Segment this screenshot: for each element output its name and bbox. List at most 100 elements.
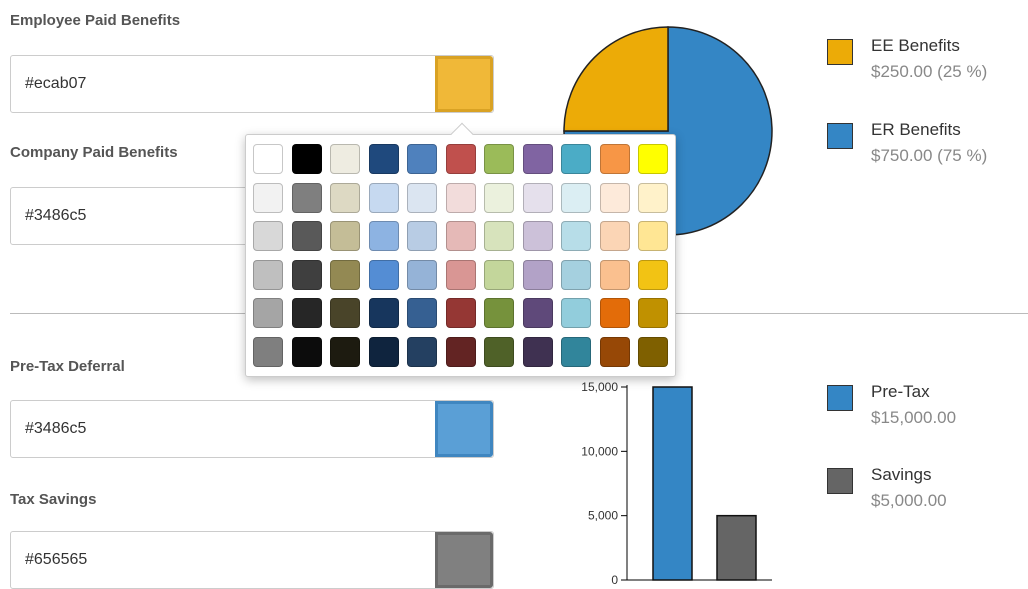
palette-swatch-3f3f3f[interactable]: [292, 260, 322, 290]
palette-swatch-95b3d7[interactable]: [407, 260, 437, 290]
y-tick-label: 0: [611, 573, 618, 585]
palette-swatch-a5d0df[interactable]: [561, 260, 591, 290]
palette-swatch-c6d9f0[interactable]: [369, 183, 399, 213]
legend-label: Savings: [871, 465, 932, 484]
pre-tax-color-swatch-button[interactable]: [435, 401, 493, 457]
palette-swatch-c0504d[interactable]: [446, 144, 476, 174]
palette-swatch-c3d69b[interactable]: [484, 260, 514, 290]
pie-slice-ee-benefits: [563, 26, 669, 132]
palette-swatch-dbe5f1[interactable]: [407, 183, 437, 213]
tax-savings-value: #656565: [25, 551, 88, 568]
legend-detail: $250.00 (25 %): [871, 62, 988, 81]
palette-swatch-595959[interactable]: [292, 221, 322, 251]
legend-label: EE Benefits: [871, 36, 960, 55]
palette-swatch-e36c09[interactable]: [600, 298, 630, 328]
palette-swatch-eeece1[interactable]: [330, 144, 360, 174]
palette-swatch-ffffff[interactable]: [253, 144, 283, 174]
palette-swatch-000000[interactable]: [292, 144, 322, 174]
palette-swatch-b8cce4[interactable]: [407, 221, 437, 251]
palette-swatch-7f7f7f[interactable]: [253, 337, 283, 367]
palette-swatch-ebf1dd[interactable]: [484, 183, 514, 213]
palette-swatch-fdeada[interactable]: [600, 183, 630, 213]
palette-swatch-b7dde8[interactable]: [561, 221, 591, 251]
palette-swatch-a5a5a5[interactable]: [253, 298, 283, 328]
palette-swatch-4bacc6[interactable]: [561, 144, 591, 174]
palette-swatch-ccc1d9[interactable]: [523, 221, 553, 251]
palette-swatch-d7e3bc[interactable]: [484, 221, 514, 251]
palette-swatch-4f81bd[interactable]: [407, 144, 437, 174]
palette-swatch-dbeef3[interactable]: [561, 183, 591, 213]
palette-swatch-17365d[interactable]: [369, 298, 399, 328]
palette-swatch-c4bd97[interactable]: [330, 221, 360, 251]
legend-label: Pre-Tax: [871, 382, 930, 401]
color-palette-popup: [245, 122, 676, 377]
palette-swatch-1f497d[interactable]: [369, 144, 399, 174]
palette-swatch-244061[interactable]: [407, 337, 437, 367]
bar-savings: [716, 514, 757, 581]
legend-swatch-ee: [827, 39, 853, 65]
pre-tax-deferral-field[interactable]: #3486c5: [10, 400, 494, 458]
employee-color-swatch-button[interactable]: [435, 56, 493, 112]
y-tick-label: 10,000: [581, 444, 618, 458]
employee-paid-benefits-label: Employee Paid Benefits: [10, 12, 181, 29]
palette-swatch-ddd9c3[interactable]: [330, 183, 360, 213]
palette-swatch-fbd5b5[interactable]: [600, 221, 630, 251]
palette-swatch-92cddc[interactable]: [561, 298, 591, 328]
pre-tax-deferral-value: #3486c5: [25, 420, 87, 437]
palette-swatch-8db3e2[interactable]: [369, 221, 399, 251]
tax-savings-color-swatch-button[interactable]: [435, 532, 493, 588]
legend-swatch-er: [827, 123, 853, 149]
legend-swatch-pre-tax: [827, 385, 853, 411]
palette-swatch-d8d8d8[interactable]: [253, 221, 283, 251]
y-tick-label: 15,000: [581, 380, 618, 394]
legend-label: ER Benefits: [871, 120, 961, 139]
palette-swatch-7f6000[interactable]: [638, 337, 668, 367]
legend-detail: $750.00 (75 %): [871, 146, 988, 165]
palette-swatch-548dd4[interactable]: [369, 260, 399, 290]
palette-swatch-f2c314[interactable]: [638, 260, 668, 290]
palette-swatch-e5b9b7[interactable]: [446, 221, 476, 251]
employee-paid-benefits-field[interactable]: #ecab07: [10, 55, 494, 113]
palette-swatch-7f7f7f[interactable]: [292, 183, 322, 213]
palette-swatch-5f497a[interactable]: [523, 298, 553, 328]
palette-swatch-1d1b10[interactable]: [330, 337, 360, 367]
palette-swatch-31859b[interactable]: [561, 337, 591, 367]
palette-swatch-494429[interactable]: [330, 298, 360, 328]
y-tick-label: 5,000: [588, 509, 618, 523]
palette-swatch-ffff00[interactable]: [638, 144, 668, 174]
company-paid-benefits-label: Company Paid Benefits: [10, 144, 178, 161]
palette-swatch-953734[interactable]: [446, 298, 476, 328]
palette-swatch-4f6128[interactable]: [484, 337, 514, 367]
palette-swatch-ffe694[interactable]: [638, 221, 668, 251]
palette-swatch-9bbb59[interactable]: [484, 144, 514, 174]
palette-swatch-d99694[interactable]: [446, 260, 476, 290]
palette-swatch-f2dcdb[interactable]: [446, 183, 476, 213]
tax-savings-label: Tax Savings: [10, 491, 97, 508]
palette-swatch-262626[interactable]: [292, 298, 322, 328]
palette-swatch-938953[interactable]: [330, 260, 360, 290]
palette-swatch-3f3151[interactable]: [523, 337, 553, 367]
palette-swatch-974806[interactable]: [600, 337, 630, 367]
palette-swatch-b2a2c7[interactable]: [523, 260, 553, 290]
palette-swatch-e5e0ec[interactable]: [523, 183, 553, 213]
palette-swatch-f79646[interactable]: [600, 144, 630, 174]
legend-detail: $15,000.00: [871, 408, 957, 427]
palette-swatch-c09100[interactable]: [638, 298, 668, 328]
tax-savings-field[interactable]: #656565: [10, 531, 494, 589]
employee-paid-benefits-value: #ecab07: [25, 75, 87, 92]
legend-swatch-savings: [827, 468, 853, 494]
palette-swatch-366092[interactable]: [407, 298, 437, 328]
palette-swatch-0c0c0c[interactable]: [292, 337, 322, 367]
palette-swatch-fff2ca[interactable]: [638, 183, 668, 213]
palette-swatch-8064a2[interactable]: [523, 144, 553, 174]
company-paid-benefits-value: #3486c5: [25, 207, 87, 224]
palette-swatch-632423[interactable]: [446, 337, 476, 367]
palette-swatch-0f243e[interactable]: [369, 337, 399, 367]
palette-swatch-bfbfbf[interactable]: [253, 260, 283, 290]
palette-swatch-fac08f[interactable]: [600, 260, 630, 290]
legend-detail: $5,000.00: [871, 491, 947, 510]
palette-swatch-76923c[interactable]: [484, 298, 514, 328]
palette-swatch-f2f2f2[interactable]: [253, 183, 283, 213]
bar-pre-tax: [652, 386, 693, 581]
